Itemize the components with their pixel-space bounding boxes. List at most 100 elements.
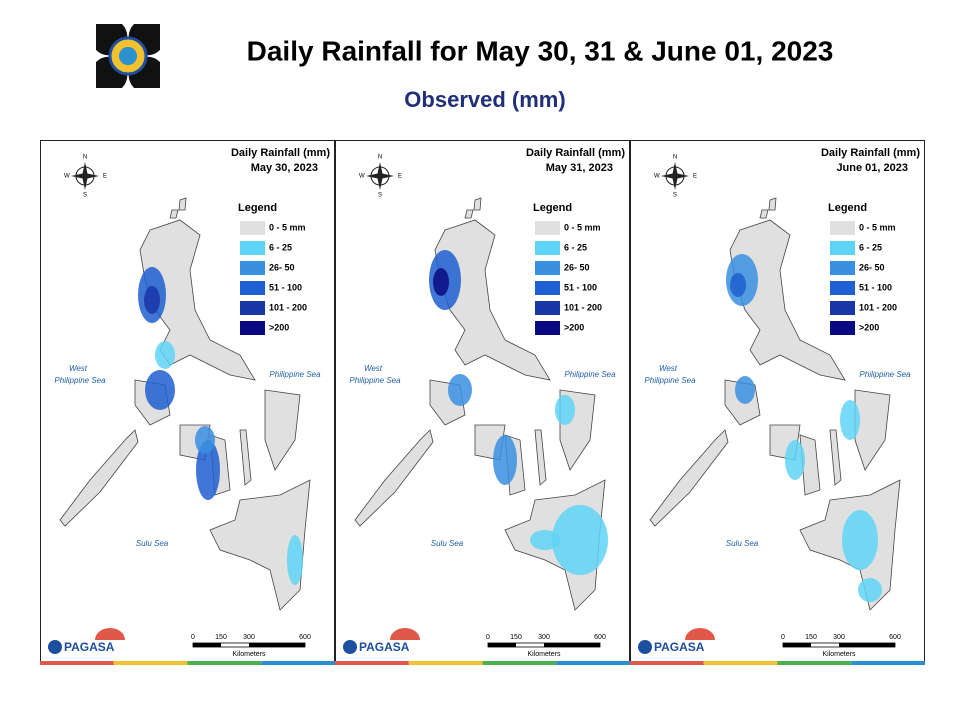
legend-swatch [535, 321, 560, 335]
compass [661, 162, 689, 190]
legend-label: >200 [564, 322, 584, 332]
scale-unit: Kilometers [822, 651, 856, 658]
scale-bar [839, 643, 895, 647]
sea-label: Philippine Sea [349, 376, 401, 385]
sea-label: Sulu Sea [726, 539, 759, 548]
landmass [264, 389, 301, 471]
rainfall-area [840, 400, 860, 440]
legend-title: Legend [533, 202, 572, 214]
compass-s: S [378, 193, 382, 199]
logo-name: PAGASA [359, 640, 410, 654]
sea-label: Philippine Sea [859, 370, 911, 379]
legend-swatch [830, 301, 855, 315]
rainfall-area [448, 374, 472, 406]
landmass [473, 197, 482, 211]
landmass [829, 429, 842, 486]
panel-title: Daily Rainfall (mm) [526, 147, 625, 159]
landmass [209, 479, 311, 611]
logo-mark [48, 640, 62, 654]
color-strip [777, 661, 852, 665]
scale-tick: 0 [486, 634, 490, 641]
compass-e: E [103, 174, 107, 180]
scale-bar [193, 643, 221, 647]
legend-swatch [240, 241, 265, 255]
landmass [354, 429, 434, 527]
panel-date: May 31, 2023 [546, 162, 613, 174]
sea-label: West [364, 364, 383, 373]
panel-date: May 30, 2023 [251, 162, 318, 174]
legend-swatch [240, 221, 265, 235]
scale-tick: 300 [538, 634, 550, 641]
logo-name: PAGASA [654, 640, 705, 654]
logo-mark [638, 640, 652, 654]
landmass [768, 197, 777, 211]
legend-label: 51 - 100 [859, 282, 892, 292]
legend-label: >200 [269, 322, 289, 332]
scale-tick: 150 [805, 634, 817, 641]
sea-label: West [659, 364, 678, 373]
rainfall-area [530, 530, 560, 550]
landmass [759, 209, 769, 219]
legend-swatch [535, 241, 560, 255]
legend-label: 6 - 25 [564, 242, 587, 252]
rainfall-area [155, 341, 175, 369]
legend-swatch [830, 321, 855, 335]
rainfall-area [287, 535, 303, 585]
rainfall-area [735, 376, 755, 404]
rainfall-area [842, 510, 878, 570]
legend-label: >200 [859, 322, 879, 332]
landmass [239, 429, 252, 486]
legend-label: 0 - 5 mm [269, 222, 306, 232]
scale-tick: 150 [215, 634, 227, 641]
sea-label: Sulu Sea [431, 539, 464, 548]
rainfall-area [552, 505, 608, 575]
compass-n: N [83, 155, 87, 161]
legend-swatch [830, 281, 855, 295]
color-strip [408, 661, 483, 665]
landmass [534, 429, 547, 486]
panel-date: June 01, 2023 [836, 162, 908, 174]
legend-swatch [240, 321, 265, 335]
legend-swatch [830, 261, 855, 275]
scale-bar [544, 643, 600, 647]
legend-swatch [535, 301, 560, 315]
landmass [59, 429, 139, 527]
color-strip [482, 661, 557, 665]
color-strip [40, 661, 114, 665]
legend-swatch [240, 301, 265, 315]
legend-label: 101 - 200 [269, 302, 307, 312]
legend-label: 6 - 25 [269, 242, 292, 252]
legend-label: 101 - 200 [564, 302, 602, 312]
scale-tick: 600 [299, 634, 311, 641]
legend-label: 26- 50 [859, 262, 885, 272]
sea-label: Philippine Sea [564, 370, 616, 379]
legend-swatch [240, 281, 265, 295]
color-strip [556, 661, 630, 665]
sea-label: Philippine Sea [644, 376, 696, 385]
slide-subtitle: Observed (mm) [404, 87, 565, 112]
legend-label: 101 - 200 [859, 302, 897, 312]
panel-title: Daily Rainfall (mm) [231, 147, 330, 159]
legend-label: 26- 50 [269, 262, 295, 272]
scale-bar [488, 643, 516, 647]
legend-label: 51 - 100 [564, 282, 597, 292]
sea-label: Philippine Sea [269, 370, 321, 379]
header-logo [96, 24, 160, 88]
legend-label: 51 - 100 [269, 282, 302, 292]
logo-umbrella [685, 628, 715, 640]
color-strip [113, 661, 188, 665]
legend-title: Legend [238, 202, 277, 214]
scale-tick: 150 [510, 634, 522, 641]
rainfall-area [433, 268, 449, 296]
rainfall-area [858, 578, 882, 602]
rainfall-area [555, 395, 575, 425]
sea-label: West [69, 364, 88, 373]
rainfall-area [493, 435, 517, 485]
logo-mark [343, 640, 357, 654]
logo-umbrella [390, 628, 420, 640]
logo-name: PAGASA [64, 640, 115, 654]
scale-unit: Kilometers [232, 651, 266, 658]
legend-label: 0 - 5 mm [859, 222, 896, 232]
compass-s: S [673, 193, 677, 199]
rainfall-area [196, 440, 220, 500]
